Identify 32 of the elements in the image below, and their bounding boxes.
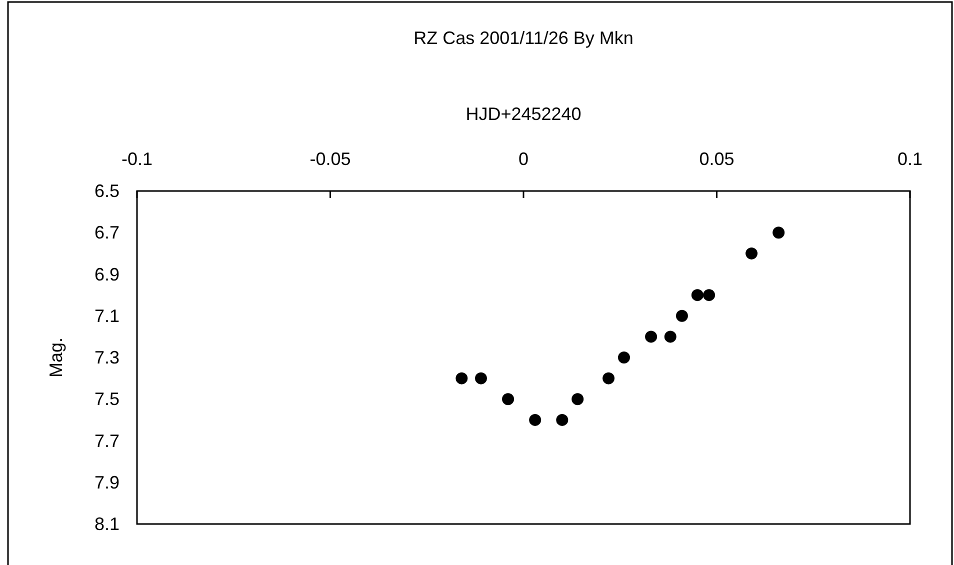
point [474,372,487,384]
point [618,352,630,364]
y-axis-title: Mag. [46,337,66,378]
x-tick-label: 0.1 [897,149,923,169]
y-tick-label: 7.5 [94,389,120,410]
x-tick-label: -0.1 [121,149,153,169]
point [645,330,658,343]
point [691,289,704,302]
point [664,330,676,343]
y-tick-label: 6.5 [94,181,120,201]
point [556,414,568,426]
point [746,247,758,260]
x-tick-label: -0.05 [310,149,351,169]
point [703,289,716,302]
y-tick-label: 7.1 [94,306,120,326]
y-tick-label: 7.9 [94,472,120,492]
x-axis-title: HJD+2452240 [466,104,582,124]
point [602,372,615,384]
point [572,393,584,406]
point [772,226,785,239]
point [502,393,514,406]
y-tick-label: 7.3 [94,348,120,368]
point [529,414,542,426]
y-tick-label: 6.9 [94,264,120,284]
y-tick-label: 7.7 [94,430,120,451]
point [676,310,688,322]
point [456,372,468,384]
y-tick-label: 8.1 [94,514,120,534]
y-tick-label: 6.7 [94,222,120,243]
chart-title: RZ Cas 2001/11/26 By Mkn [414,28,634,48]
x-tick-label: 0 [518,149,529,169]
x-tick-label: 0.05 [699,149,734,169]
